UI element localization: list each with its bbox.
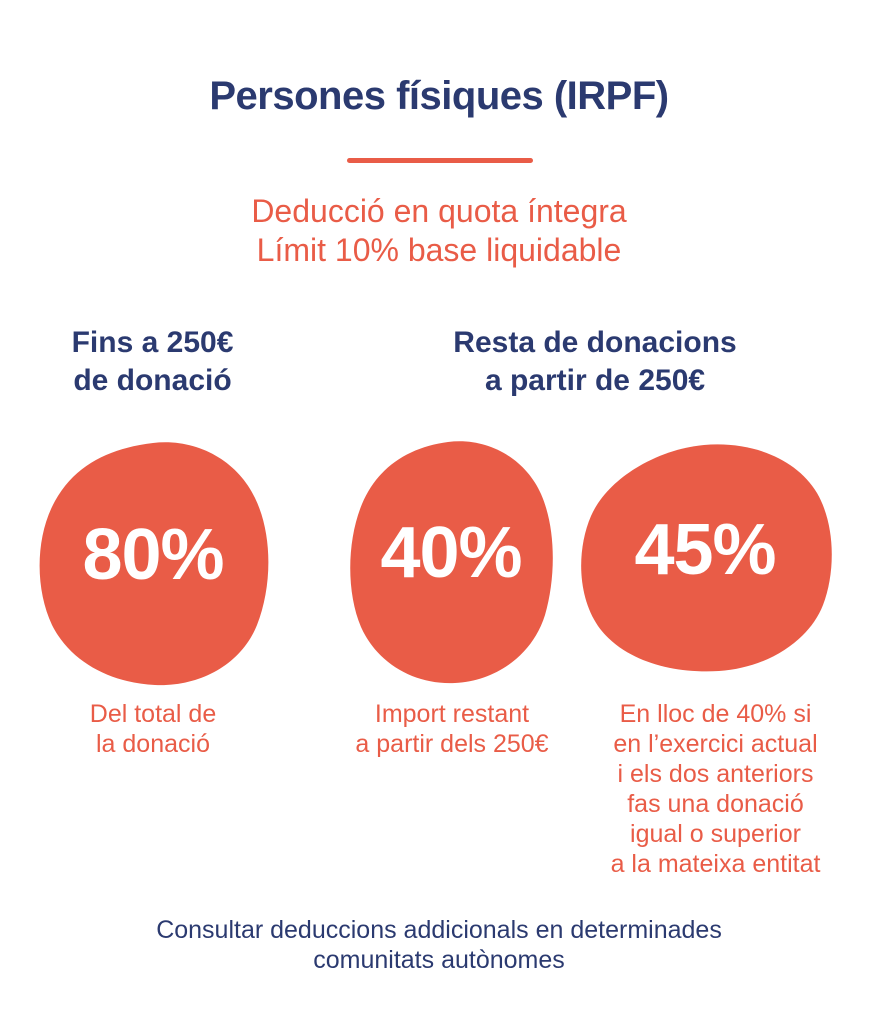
- percentage-blob-40: 40%: [345, 437, 557, 685]
- group-header-line: a partir de 250€: [484, 364, 706, 397]
- percentage-value: 80%: [82, 515, 224, 595]
- caption-45-percent: En lloc de 40% si en l’exercici actual i…: [588, 699, 843, 879]
- blob-shape-icon: [581, 444, 832, 672]
- footer-line: Consultar deduccions addicionals en dete…: [156, 916, 722, 944]
- percentage-value: 40%: [380, 513, 522, 593]
- title-divider: [347, 158, 533, 163]
- group-header-line: Fins a 250€: [71, 326, 234, 359]
- caption-line: i els dos anteriors: [617, 760, 814, 788]
- blob-shape-icon: [39, 442, 269, 686]
- subtitle-line-2: Límit 10% base liquidable: [256, 232, 622, 268]
- group-header-resta-de-donacions: Resta de donacions a partir de 250€: [420, 324, 770, 400]
- caption-line: en l’exercici actual: [613, 730, 818, 758]
- group-header-line: de donació: [73, 364, 232, 397]
- subtitle: Deducció en quota íntegra Límit 10% base…: [0, 192, 878, 270]
- caption-line: fas una donació: [627, 790, 804, 818]
- percentage-value: 45%: [634, 509, 776, 590]
- caption-line: Import restant: [374, 700, 530, 728]
- group-header-fins-a-250: Fins a 250€ de donació: [30, 324, 275, 400]
- caption-line: Del total de: [89, 700, 217, 728]
- footer-line: comunitats autònomes: [313, 946, 565, 974]
- percentage-blob-45: 45%: [576, 441, 834, 674]
- caption-line: a partir dels 250€: [355, 730, 549, 758]
- caption-line: la donació: [96, 730, 210, 758]
- caption-line: igual o superior: [630, 820, 801, 848]
- footer-note: Consultar deduccions addicionals en dete…: [0, 915, 878, 975]
- group-header-line: Resta de donacions: [453, 326, 737, 359]
- caption-40-percent: Import restant a partir dels 250€: [337, 699, 567, 759]
- caption-80-percent: Del total de la donació: [33, 699, 273, 759]
- subtitle-line-1: Deducció en quota íntegra: [251, 193, 627, 229]
- blob-shape-icon: [350, 441, 553, 684]
- percentage-blob-80: 80%: [33, 437, 273, 689]
- caption-line: a la mateixa entitat: [610, 850, 821, 878]
- page-title: Persones físiques (IRPF): [209, 74, 669, 118]
- caption-line: En lloc de 40% si: [619, 700, 812, 728]
